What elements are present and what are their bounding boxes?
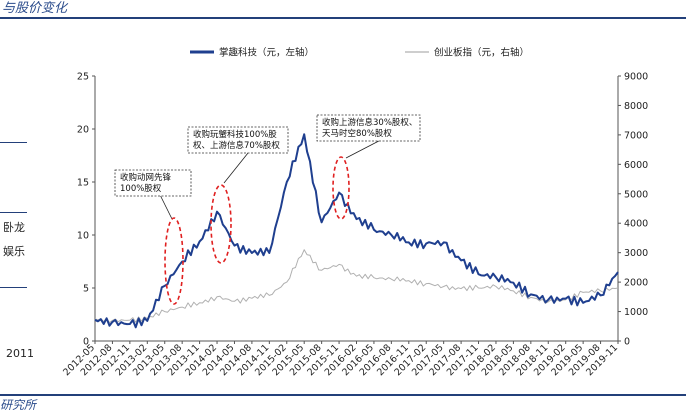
right-y-tick-label: 5000: [624, 189, 648, 200]
annotation-highlight-ellipse: [164, 217, 184, 305]
line-chart: 掌趣科技（元，左轴） 创业板指（元，右轴） 0 5 10 15 20 25 0 1000 2000…: [61, 47, 648, 379]
left-text-fragment-1: 卧龙: [3, 221, 25, 234]
left-text-fragment-2: 娱乐: [3, 245, 25, 258]
right-y-tick-label: 2000: [624, 278, 648, 289]
left-y-tick-label: 5: [83, 284, 89, 295]
annotation-box: [114, 169, 192, 197]
right-y-tick-label: 6000: [624, 160, 648, 171]
legend-label: 创业板指（元，右轴）: [434, 47, 529, 59]
left-y-tick-label: 10: [77, 231, 89, 242]
annotation-text: 权、上游信息70%股权: [193, 140, 280, 151]
right-y-tick-label: 4000: [624, 219, 648, 230]
annotation-pointer: [345, 140, 379, 159]
annotation-pointer: [160, 195, 173, 220]
annotation-text: 天马时空80%股权: [322, 128, 392, 139]
right-y-tick-label: 1000: [624, 307, 648, 318]
left-y-tick-label: 15: [77, 178, 89, 189]
annotation-box: [316, 114, 421, 142]
right-y-tick-label: 9000: [624, 72, 648, 83]
right-y-tick-label: 3000: [624, 248, 648, 259]
left-y-tick-label: 25: [77, 72, 89, 83]
footer-fragment: 研究所: [0, 398, 37, 412]
annotation-highlight-ellipse: [332, 156, 350, 220]
header-title-fragment: 与股价变化: [2, 1, 68, 16]
right-y-tick-label: 7000: [624, 130, 648, 141]
annotation-text: 收购动网先锋: [120, 172, 172, 183]
right-y-tick-label: 0: [624, 337, 630, 348]
left-year-label: 2011: [6, 347, 34, 360]
chart-legend: 掌趣科技（元，左轴） 创业板指（元，右轴）: [190, 47, 529, 59]
right-y-tick-label: 8000: [624, 101, 648, 112]
legend-label: 掌趣科技（元，左轴）: [219, 47, 314, 59]
left-y-tick-label: 0: [83, 337, 89, 348]
chart-series: [94, 133, 619, 329]
annotation-text: 100%股权: [120, 183, 162, 194]
left-y-tick-label: 20: [77, 125, 89, 136]
footer-rule: [0, 394, 686, 396]
annotation-text: 收购上游信息30%股权、: [322, 117, 417, 128]
header-rule: [0, 17, 686, 19]
series-line-zhangqu: [94, 133, 619, 329]
left-divider-1: [0, 142, 27, 143]
left-divider-3: [0, 287, 27, 288]
annotation-highlight-ellipse: [210, 184, 232, 264]
series-line-chinext: [94, 249, 619, 324]
annotation-box: [187, 126, 289, 154]
annotation-pointer: [223, 152, 249, 184]
annotation-text: 收购玩蟹科技100%股: [193, 129, 277, 140]
left-divider-2: [0, 212, 27, 213]
